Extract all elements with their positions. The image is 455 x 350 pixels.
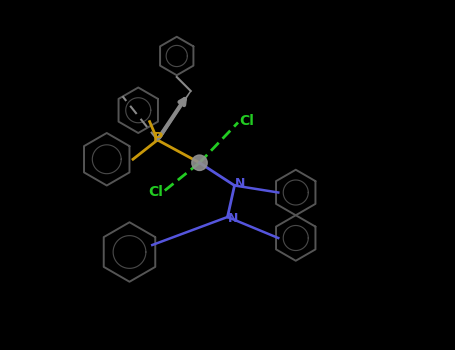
Text: N: N <box>228 212 238 225</box>
Circle shape <box>192 155 207 170</box>
Polygon shape <box>155 91 191 142</box>
Text: Cl: Cl <box>148 186 163 199</box>
Text: N: N <box>235 177 245 190</box>
Text: P: P <box>152 131 162 145</box>
Text: Cl: Cl <box>239 114 254 128</box>
